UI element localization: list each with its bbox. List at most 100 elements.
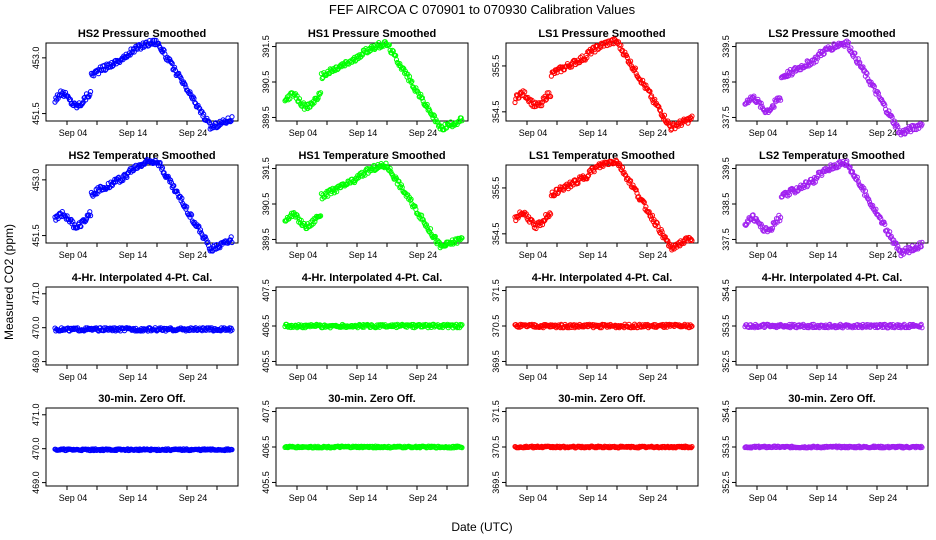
chart-panel: HS1 Temperature Smoothed 389.5 390.5 391.5 S… xyxy=(261,150,469,260)
data-point xyxy=(758,100,764,106)
panel-grid: HS2 Pressure Smoothed 451.5 453.0 Sep 04 Sep… xyxy=(31,28,929,503)
x-tick-label: Sep 04 xyxy=(519,128,548,138)
data-point xyxy=(228,234,234,240)
y-tick-label: 407.5 xyxy=(261,279,271,302)
x-tick-label: Sep 24 xyxy=(869,372,898,382)
y-tick-label: 471.0 xyxy=(31,404,41,427)
data-point xyxy=(459,445,465,451)
data-point xyxy=(632,65,639,71)
chart-panel: HS1 Pressure Smoothed 389.5 390.5 391.5 Sep … xyxy=(261,28,469,138)
data-point xyxy=(849,169,856,175)
chart-panel: HS2 Pressure Smoothed 451.5 453.0 Sep 04 Sep… xyxy=(31,28,239,138)
data-point xyxy=(689,323,695,329)
y-tick-label: 371.5 xyxy=(491,400,501,423)
x-tick-label: Sep 04 xyxy=(289,128,318,138)
data-point xyxy=(653,219,660,225)
data-point xyxy=(904,249,910,255)
y-tick-label: 338.5 xyxy=(721,71,731,94)
data-point xyxy=(179,195,185,201)
data-point xyxy=(88,89,94,95)
data-point xyxy=(588,51,594,57)
panel-frame xyxy=(45,286,239,366)
chart-panel: 30-min. Zero Off. 405.5 406.5 407.5 Sep 04 Se… xyxy=(261,393,469,503)
y-tick-label: 407.5 xyxy=(261,400,271,423)
data-point xyxy=(318,213,324,219)
y-tick-label: 406.5 xyxy=(261,315,271,338)
data-point xyxy=(537,103,543,109)
data-point xyxy=(615,39,622,45)
data-point xyxy=(689,238,695,244)
y-tick-label: 353.5 xyxy=(721,315,731,338)
data-point xyxy=(386,42,392,48)
data-point xyxy=(459,118,465,124)
data-point xyxy=(678,122,685,128)
data-point xyxy=(78,223,84,230)
data-point xyxy=(287,96,293,102)
x-tick-label: Sep 24 xyxy=(869,250,898,260)
data-point xyxy=(169,60,175,67)
chart-panel: 4-Hr. Interpolated 4-Pt. Cal. 352.5 353.5 3… xyxy=(721,272,929,382)
x-tick-label: Sep 04 xyxy=(749,128,778,138)
data-point xyxy=(206,243,212,249)
data-point xyxy=(585,173,591,179)
data-point xyxy=(919,325,925,331)
x-tick-label: Sep 24 xyxy=(409,372,438,382)
y-tick-label: 390.5 xyxy=(261,71,271,94)
panel-title: 4-Hr. Interpolated 4-Pt. Cal. xyxy=(532,272,673,284)
y-tick-label: 354.5 xyxy=(491,223,501,246)
y-tick-label: 354.5 xyxy=(491,101,501,124)
data-point xyxy=(72,224,78,230)
x-axis-label: Date (UTC) xyxy=(451,520,512,534)
data-point xyxy=(400,65,406,71)
panel-frame xyxy=(275,164,469,244)
data-point xyxy=(592,49,598,55)
data-point xyxy=(647,88,653,95)
chart-panel: LS1 Temperature Smoothed 354.5 355.5 Sep 04… xyxy=(491,150,699,260)
data-point xyxy=(155,40,162,46)
panel-title: LS2 Temperature Smoothed xyxy=(759,150,905,162)
data-point xyxy=(621,52,627,58)
x-tick-label: Sep 04 xyxy=(749,250,778,260)
y-tick-label: 337.5 xyxy=(721,228,731,251)
data-point xyxy=(334,189,340,195)
x-tick-label: Sep 14 xyxy=(579,372,608,382)
x-tick-label: Sep 24 xyxy=(179,250,208,260)
data-point xyxy=(743,222,749,228)
data-point xyxy=(420,217,426,223)
data-point xyxy=(640,198,647,205)
data-point xyxy=(654,220,660,226)
panel-frame xyxy=(45,407,239,487)
y-tick-label: 355.5 xyxy=(491,55,501,78)
data-point xyxy=(804,58,810,64)
data-point xyxy=(778,214,784,221)
y-tick-label: 389.5 xyxy=(261,106,271,129)
x-tick-label: Sep 24 xyxy=(179,372,208,382)
data-point xyxy=(751,93,757,99)
data-point xyxy=(87,92,93,98)
data-point xyxy=(845,42,851,48)
y-tick-label: 352.5 xyxy=(721,471,731,494)
data-point xyxy=(786,73,792,79)
x-tick-label: Sep 04 xyxy=(59,250,88,260)
data-point xyxy=(619,165,626,171)
data-point xyxy=(331,190,337,196)
data-point xyxy=(91,73,97,79)
x-tick-label: Sep 24 xyxy=(179,128,208,138)
data-point xyxy=(168,177,174,183)
x-tick-label: Sep 14 xyxy=(349,372,378,382)
data-point xyxy=(408,196,414,202)
x-tick-label: Sep 24 xyxy=(639,128,668,138)
data-point xyxy=(658,227,664,233)
x-tick-label: Sep 04 xyxy=(749,493,778,503)
data-point xyxy=(311,100,317,106)
data-point xyxy=(423,222,429,228)
x-tick-label: Sep 24 xyxy=(179,493,208,503)
chart-panel: 4-Hr. Interpolated 4-Pt. Cal. 369.5 370.5 3… xyxy=(491,272,699,382)
data-point xyxy=(895,124,901,130)
y-tick-label: 354.5 xyxy=(721,400,731,423)
x-tick-label: Sep 14 xyxy=(349,250,378,260)
data-point xyxy=(312,219,318,225)
data-point xyxy=(227,119,233,125)
data-point xyxy=(801,184,807,191)
